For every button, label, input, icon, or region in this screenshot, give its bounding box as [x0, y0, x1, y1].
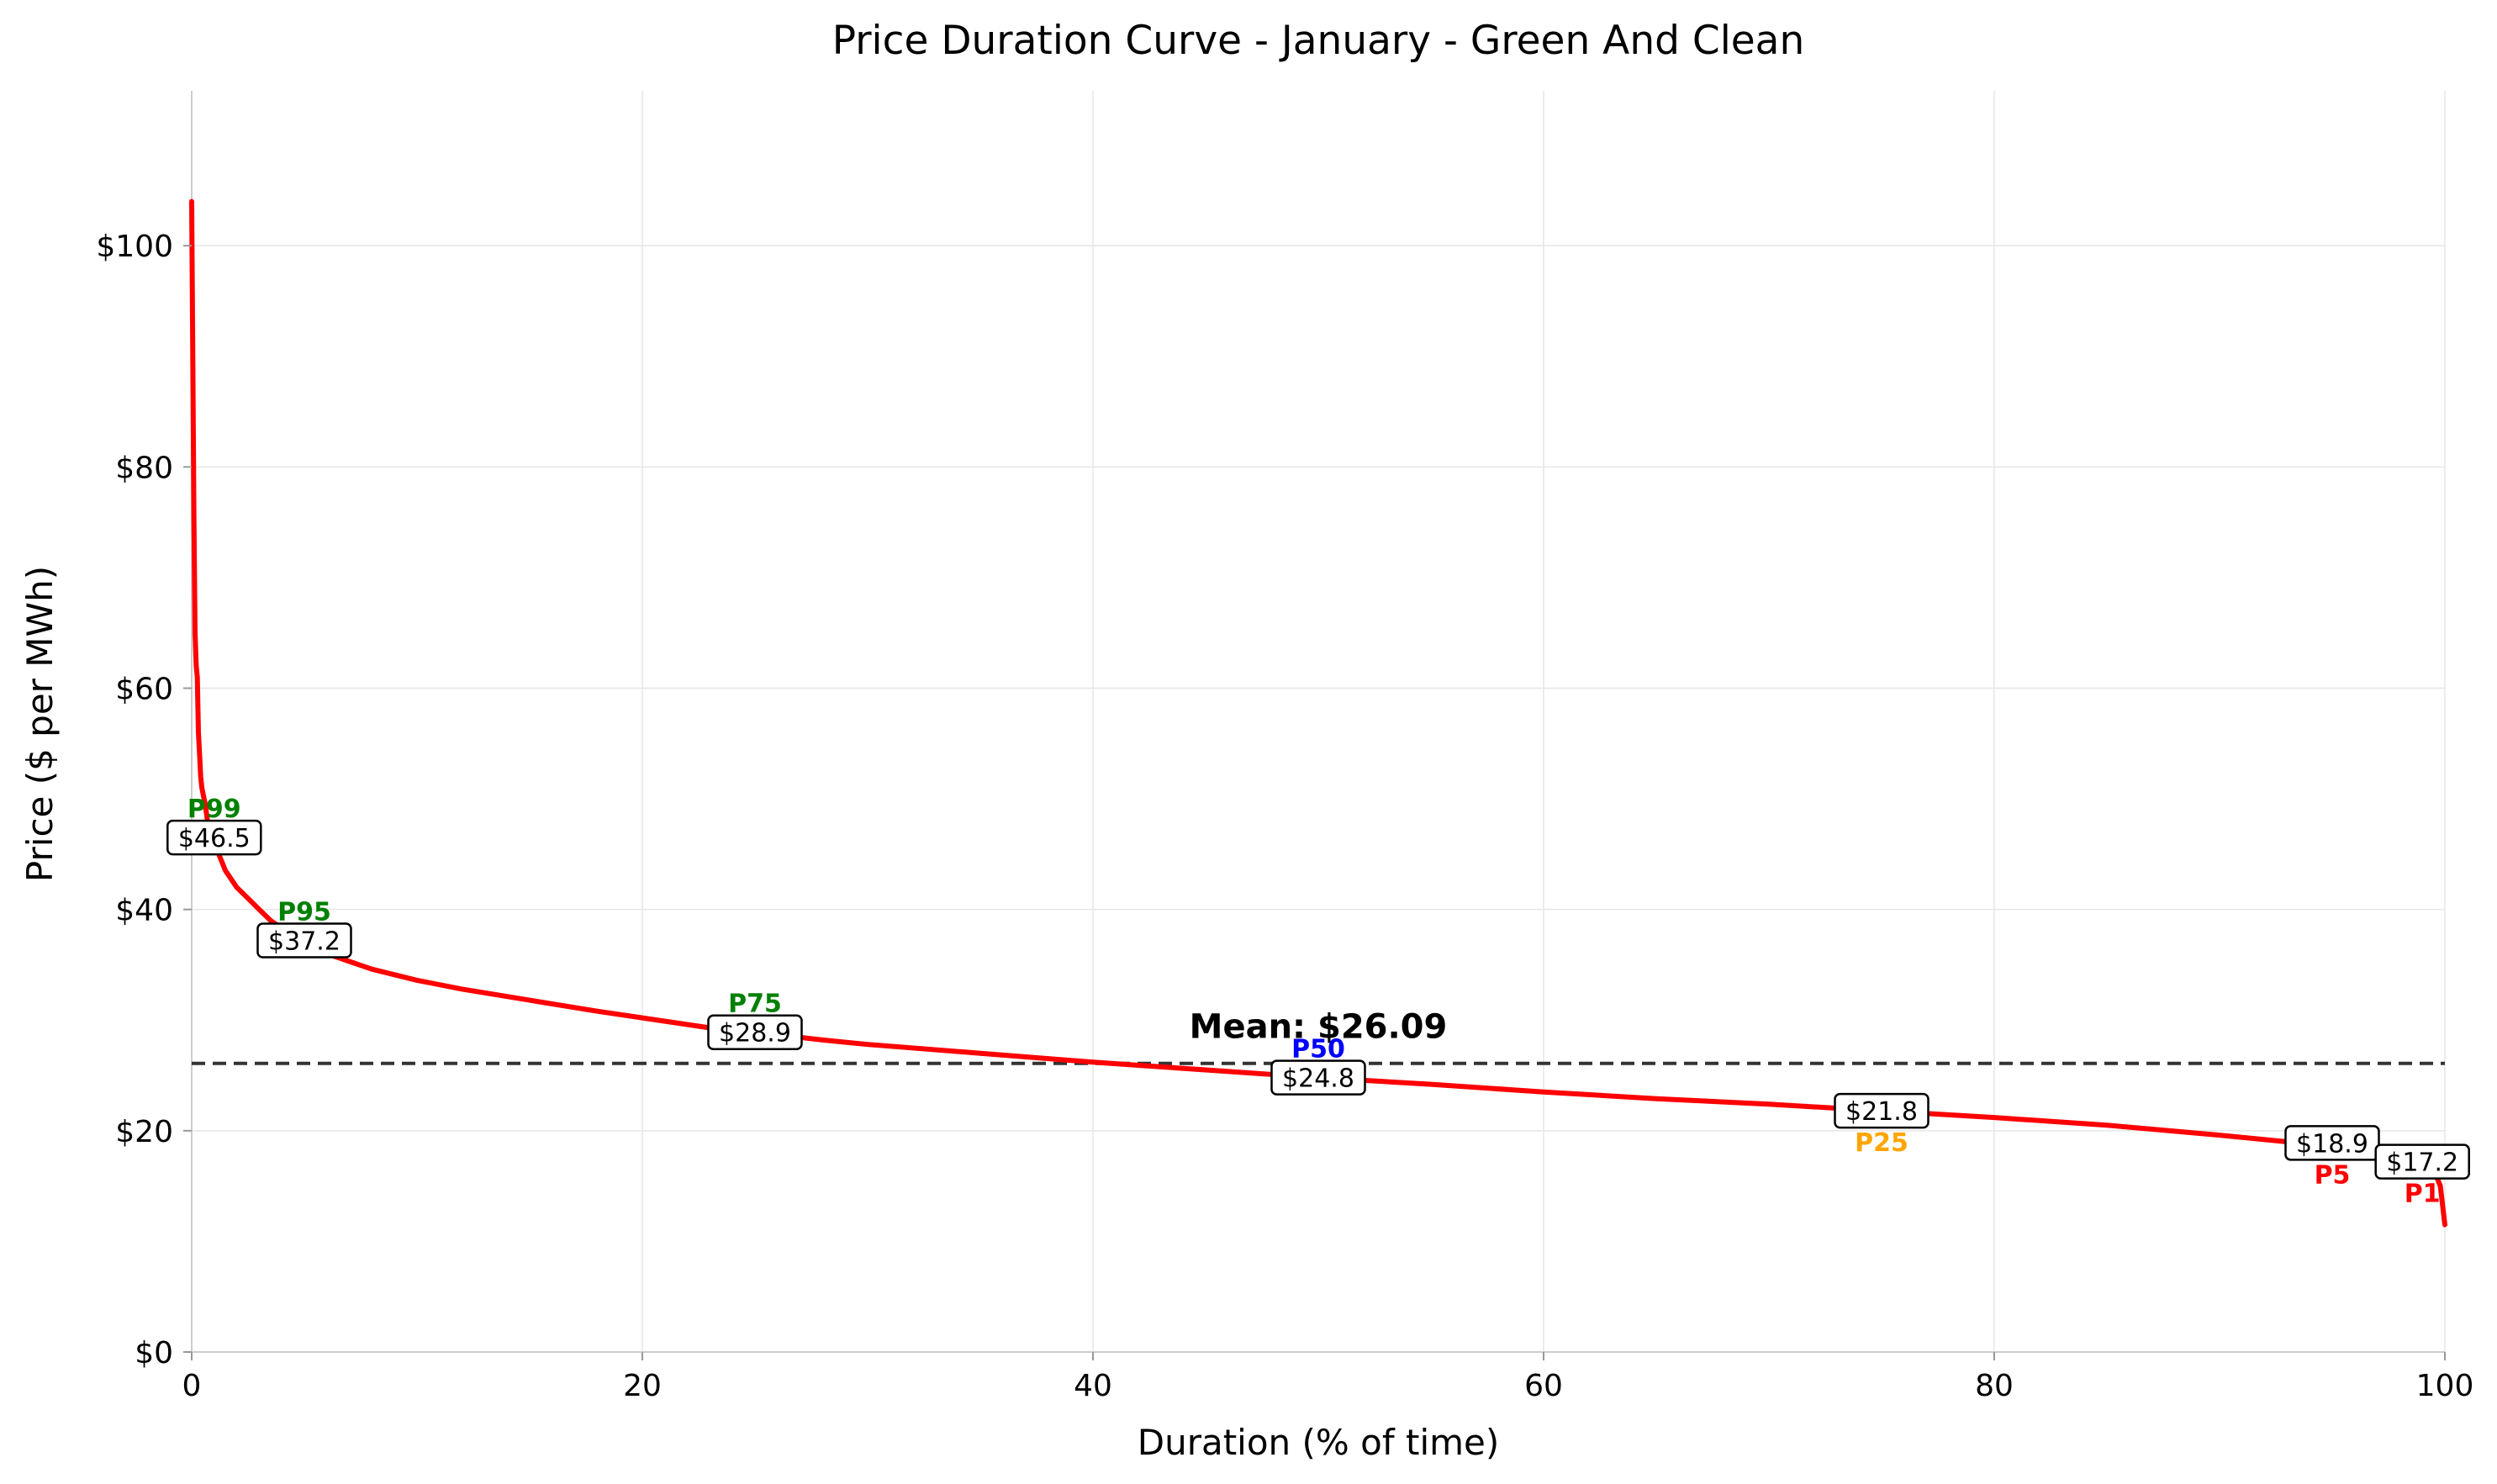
percentile-label: P5	[2315, 1160, 2351, 1190]
mean-label: Mean: $26.09	[1190, 1008, 1448, 1047]
percentile-label: P1	[2405, 1180, 2441, 1209]
x-tick-label: 60	[1524, 1369, 1563, 1403]
y-axis-label: Price ($ per MWh)	[19, 566, 61, 882]
percentile-label: P99	[187, 795, 241, 824]
x-tick-label: 0	[182, 1369, 202, 1403]
y-tick-label: $40	[115, 894, 173, 928]
percentile-label: P50	[1291, 1035, 1345, 1064]
y-tick-label: $100	[96, 230, 173, 264]
x-tick-label: 100	[2416, 1369, 2474, 1403]
value-label: $18.9	[2296, 1129, 2368, 1159]
value-label-box	[1834, 1092, 1930, 1129]
y-tick-label: $20	[115, 1115, 173, 1149]
value-label-box	[256, 922, 352, 959]
value-label: $46.5	[178, 824, 251, 853]
axes	[191, 91, 2445, 1353]
price-curve	[189, 198, 2447, 1228]
y-tick-label: $0	[135, 1336, 173, 1370]
x-axis-label: Duration (% of time)	[1138, 1422, 1500, 1463]
value-label: $17.2	[2386, 1149, 2458, 1178]
chart-title: Price Duration Curve - January - Green A…	[832, 18, 1805, 64]
y-tick-label: $80	[115, 451, 173, 485]
value-label-box	[2284, 1125, 2380, 1161]
percentile-marker-p5: $18.9P5	[2284, 1125, 2380, 1190]
value-label: $21.8	[1845, 1097, 1918, 1127]
percentile-label: P95	[277, 898, 331, 927]
value-label-box	[2374, 1143, 2470, 1180]
series-group	[189, 198, 2447, 1228]
percentile-label: P25	[1855, 1128, 1908, 1158]
tick-labels: 0 20 40 60 80 100 $0 $20 $40 $60 $80 $100	[96, 230, 2473, 1403]
grid	[191, 91, 2446, 1353]
y-tick-label: $60	[115, 673, 173, 707]
x-tick-label: 20	[623, 1369, 662, 1403]
percentile-marker-p1: $17.2P1	[2374, 1143, 2470, 1209]
value-label: $28.9	[719, 1019, 791, 1048]
value-label-box	[707, 1014, 803, 1050]
value-label: $37.2	[268, 927, 340, 957]
value-label-box	[1270, 1059, 1366, 1096]
percentile-label: P75	[728, 990, 782, 1019]
x-tick-label: 80	[1975, 1369, 2014, 1403]
x-tick-label: 40	[1074, 1369, 1112, 1403]
value-label: $24.8	[1282, 1064, 1354, 1094]
value-label-box	[166, 819, 262, 856]
